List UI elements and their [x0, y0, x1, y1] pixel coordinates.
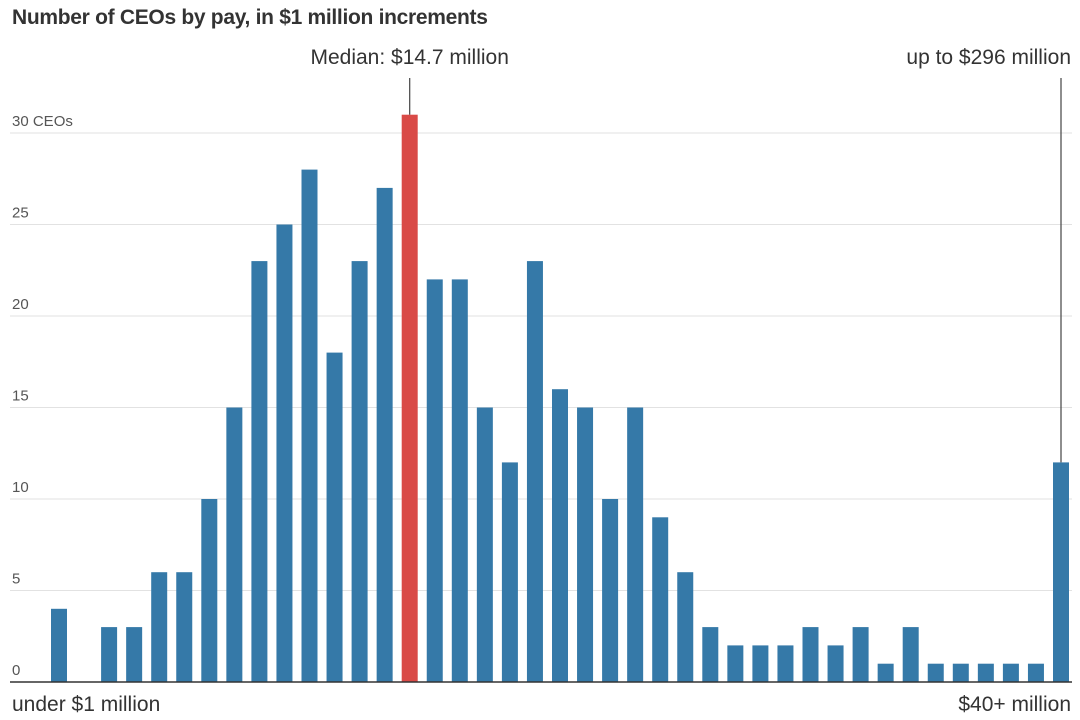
bar — [802, 627, 819, 682]
y-tick-label: 30 CEOs — [12, 113, 73, 130]
bar — [501, 462, 518, 682]
bar — [677, 572, 694, 682]
bars — [51, 114, 1069, 683]
bar — [1002, 663, 1019, 682]
bar — [301, 169, 318, 683]
bar — [476, 407, 493, 682]
bar — [251, 261, 268, 682]
bar — [451, 279, 468, 682]
bar — [151, 572, 168, 682]
bar — [852, 627, 869, 682]
y-tick-label: 25 — [12, 205, 29, 222]
bar — [877, 663, 894, 682]
bar — [126, 627, 143, 682]
bar — [752, 645, 769, 682]
bar — [1027, 663, 1044, 682]
bar — [727, 645, 744, 682]
y-tick-label: 20 — [12, 296, 29, 313]
bar — [652, 517, 669, 682]
bar — [827, 645, 844, 682]
chart-title: Number of CEOs by pay, in $1 million inc… — [12, 6, 488, 29]
bar — [552, 389, 568, 682]
max-annotation: up to $296 million — [906, 46, 1071, 69]
x-start-label: under $1 million — [12, 693, 160, 716]
bar — [927, 663, 944, 682]
bar — [777, 645, 794, 682]
y-tick-labels: 0 5 10 15 20 25 30 CEOs — [12, 113, 73, 679]
bar — [326, 352, 343, 682]
y-tick-label: 15 — [12, 388, 29, 405]
bar — [577, 407, 594, 682]
median-annotation: Median: $14.7 million — [310, 46, 508, 69]
bar — [902, 627, 919, 682]
bar — [426, 279, 443, 682]
bar — [351, 261, 368, 682]
bar — [627, 407, 644, 682]
bar — [977, 663, 994, 682]
bar — [376, 187, 393, 682]
bar — [526, 261, 543, 682]
bar — [51, 608, 67, 682]
bar — [101, 627, 118, 682]
bar — [226, 407, 243, 682]
annotations: Median: $14.7 million up to $296 million — [310, 46, 1071, 463]
bar — [702, 627, 719, 682]
bar — [952, 663, 969, 682]
bar — [1053, 462, 1069, 682]
bar-median — [401, 114, 418, 682]
bar — [276, 224, 293, 682]
y-tick-label: 0 — [12, 662, 20, 679]
bar — [602, 499, 619, 682]
bar — [201, 499, 218, 682]
y-tick-label: 5 — [12, 571, 20, 588]
bar — [176, 572, 193, 682]
x-end-label: $40+ million — [958, 693, 1071, 716]
y-tick-label: 10 — [12, 479, 29, 496]
